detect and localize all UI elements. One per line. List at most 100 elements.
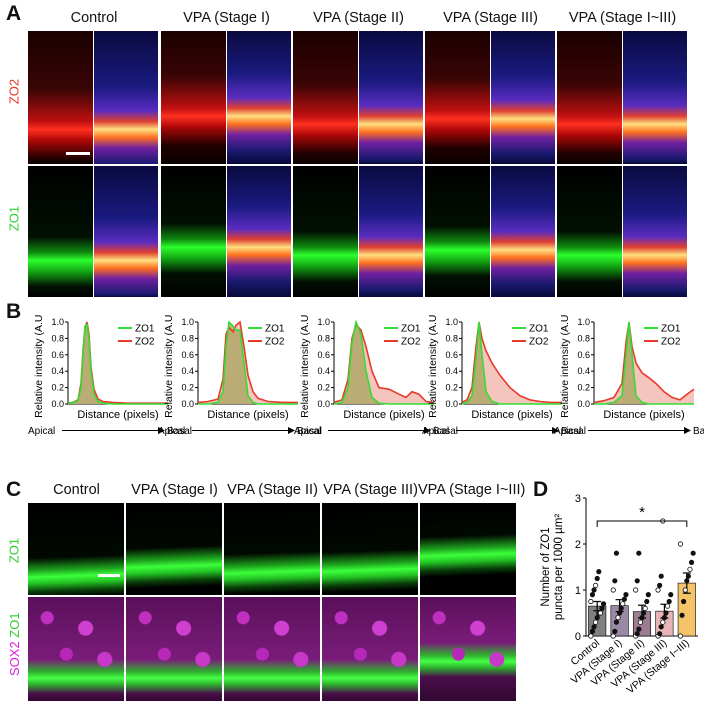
panel-letter-c: C [6, 478, 22, 501]
arrowhead [424, 427, 431, 434]
legend-label-zo1: ZO1 [401, 324, 421, 335]
zo1-line [67, 323, 168, 405]
intensity-profile-plot-1: 0.0 0.2 0.4 0.6 0.8 1.0 Relative intensity (A.… [158, 314, 322, 437]
arrowhead [684, 427, 691, 434]
d-y-axis-label-line1: Number of ZO1 [540, 527, 552, 606]
zo1-line [333, 319, 434, 405]
zo2-heatmap-tile [93, 31, 158, 164]
y-tick-label: 0.0 [445, 399, 458, 409]
zo2-area [462, 322, 562, 404]
data-point [688, 559, 695, 566]
sox2-zo1-tile [322, 597, 418, 701]
data-point [615, 615, 621, 621]
sox2-zo1-tile [28, 597, 124, 701]
y-tick-label: 0.4 [181, 366, 194, 376]
y-tick-label: 0.8 [577, 333, 590, 343]
y-tick-label: 1.0 [577, 317, 590, 327]
row-label-zo2: ZO2 [6, 78, 22, 105]
d-y-axis-label-line2: puncta per 1000 µm² [553, 514, 565, 621]
panel-letter-b: B [6, 300, 22, 323]
zo2-fluor-tile [557, 31, 622, 164]
significance-star: * [639, 504, 645, 521]
apical-label: Apical [294, 426, 321, 437]
data-point [591, 624, 597, 630]
data-point [589, 592, 596, 598]
zo2-heatmap-tile [358, 31, 423, 164]
data-point [640, 610, 647, 616]
data-point [636, 550, 642, 556]
zo1-tile [28, 503, 124, 595]
row-label-zo1: ZO1 [6, 205, 22, 232]
data-point [636, 626, 642, 632]
zo2-heatmap-tile [622, 31, 687, 164]
data-point [610, 587, 616, 593]
legend-label-zo2: ZO2 [661, 337, 681, 348]
d-y-tick-label: 1 [575, 585, 581, 597]
panel-letter-d: D [533, 478, 549, 501]
data-point [684, 578, 690, 584]
zo1-line [198, 320, 298, 405]
data-point [612, 578, 618, 584]
c-title-stage-1-3: VPA (Stage I~III) [418, 482, 526, 498]
data-point [657, 582, 663, 589]
d-y-tick-label: 0 [575, 631, 581, 643]
y-tick-label: 0.4 [51, 366, 64, 376]
data-point [617, 610, 623, 616]
data-point [633, 587, 639, 593]
y-tick-label: 1.0 [181, 317, 194, 327]
y-tick-label: 1.0 [317, 317, 330, 327]
y-tick-label: 0.0 [51, 399, 64, 409]
zo1-tile [322, 503, 418, 595]
zo2-fluor-tile [28, 31, 93, 164]
data-point [660, 619, 666, 625]
d-y-tick-label: 2 [575, 539, 581, 551]
panel-letter-a: A [6, 2, 22, 25]
intensity-profile-plot-4: 0.0 0.2 0.4 0.6 0.8 1.0 Relative intensity (A.… [554, 314, 704, 437]
data-point [642, 605, 648, 612]
data-point [682, 587, 688, 593]
y-axis-label: Relative intensity (A.U.) [163, 314, 175, 418]
c-title-stage-1: VPA (Stage I) [131, 482, 218, 498]
zo2-line [593, 321, 695, 404]
intensity-profile-plot-3: 0.0 0.2 0.4 0.6 0.8 1.0 Relative intensity (A.… [422, 314, 586, 437]
scale-bar-c [98, 574, 120, 577]
basal-label: Basal [561, 426, 586, 437]
y-tick-label: 0.4 [445, 366, 458, 376]
zo2-heatmap-tile [226, 31, 291, 164]
basal-label: Basal [433, 426, 458, 437]
sox2-zo1-tile [420, 597, 516, 701]
data-point [588, 598, 594, 605]
condition-title-control: Control [70, 10, 118, 26]
data-point [677, 633, 684, 639]
arrowhead [158, 427, 165, 434]
data-point [623, 592, 629, 598]
data-point [599, 605, 605, 612]
data-point [618, 605, 624, 612]
data-point [589, 628, 596, 634]
c-title-stage-3: VPA (Stage III) [323, 482, 418, 498]
legend-label-zo1: ZO1 [135, 324, 155, 335]
x-axis-label: Distance (pixels) [343, 409, 424, 421]
data-point [594, 575, 600, 582]
zo2-area [594, 322, 694, 404]
data-point [685, 573, 691, 579]
y-tick-label: 0.8 [317, 333, 330, 343]
data-point [658, 624, 664, 630]
condition-title-stage-3: VPA (Stage III) [443, 10, 538, 26]
data-point [687, 566, 693, 572]
zo2-fluor-tile [425, 31, 490, 164]
data-point [663, 610, 669, 616]
x-axis-label: Distance (pixels) [77, 409, 158, 421]
y-tick-label: 0.6 [51, 350, 64, 360]
c-title-stage-2: VPA (Stage II) [227, 482, 318, 498]
y-tick-label: 0.2 [445, 383, 458, 393]
c-title-control: Control [53, 482, 100, 498]
data-point [600, 601, 607, 607]
data-point [644, 598, 650, 605]
intensity-profile-plot-2: 0.0 0.2 0.4 0.6 0.8 1.0 Relative intensity (A.… [294, 314, 458, 437]
zo1-fluor-tile [28, 166, 93, 297]
data-point [655, 587, 661, 593]
data-point [593, 619, 599, 625]
data-point [681, 598, 687, 605]
